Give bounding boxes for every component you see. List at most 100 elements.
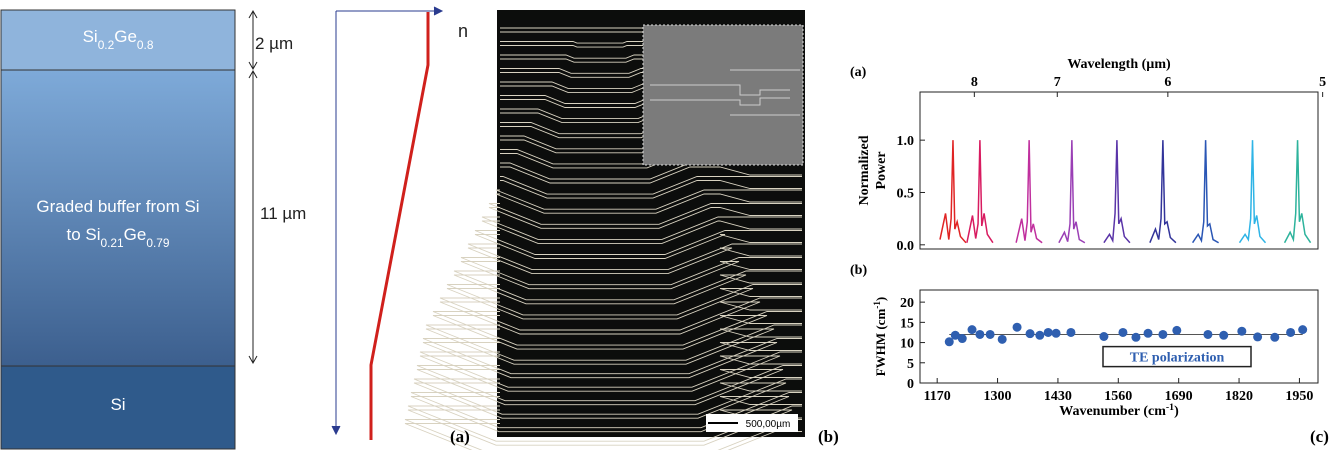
point — [1158, 329, 1168, 339]
point — [1035, 330, 1045, 340]
plot-frame — [919, 91, 1319, 250]
waveguide — [446, 284, 802, 316]
waveguide — [467, 243, 802, 271]
point — [1066, 327, 1076, 337]
point — [1143, 328, 1153, 338]
point — [1131, 332, 1141, 342]
layer-label: Si — [110, 395, 125, 414]
point — [957, 334, 967, 344]
waveguide — [467, 247, 802, 275]
waveguide — [481, 216, 802, 240]
y-tick-label: 15 — [900, 316, 914, 331]
x-tick-label: 1430 — [1044, 389, 1072, 404]
annotation: TE polarization — [1130, 351, 1225, 366]
point — [1298, 325, 1308, 335]
point — [1118, 327, 1128, 337]
point — [985, 329, 995, 339]
waveguide — [500, 180, 802, 199]
point — [1286, 327, 1296, 337]
annotation-box — [1102, 345, 1252, 368]
waveguide — [460, 257, 802, 286]
layer-label: to Si0.21Ge0.79 — [66, 225, 169, 250]
thickness-label: 11 µm — [260, 204, 306, 223]
panel-label: (c) — [1310, 427, 1329, 446]
point — [975, 329, 985, 339]
waveguide — [446, 288, 802, 320]
y-axis-label: Power — [874, 151, 889, 189]
waveguide — [416, 365, 802, 402]
point — [944, 337, 954, 347]
point — [950, 330, 960, 340]
waveguide — [432, 311, 802, 346]
spectrum — [966, 140, 994, 244]
x-tick-label: 1300 — [984, 389, 1012, 404]
waveguide — [425, 324, 802, 361]
spectrum — [1191, 140, 1219, 244]
point — [1043, 327, 1053, 337]
waveguide — [495, 189, 802, 210]
panel-label: (a) — [450, 427, 470, 446]
point — [1051, 328, 1061, 338]
y-tick-label: 0.0 — [897, 239, 915, 254]
plot-frame — [919, 289, 1319, 384]
y-tick-label: 10 — [900, 337, 914, 352]
waveguide — [432, 315, 802, 350]
text-part: Si — [110, 395, 125, 414]
x2-axis-label: Wavelength (µm) — [1067, 57, 1171, 72]
text-part: to Si — [66, 225, 100, 244]
layer-graded — [0, 69, 236, 367]
x-tick-label: 1950 — [1285, 389, 1313, 404]
text-part: -1 — [872, 301, 882, 309]
text-part: 0.8 — [137, 38, 154, 52]
spectrum — [939, 140, 967, 244]
waveguide — [488, 203, 802, 225]
text-part: Si — [83, 27, 98, 46]
waveguide — [495, 193, 802, 214]
y-tick-label: 0 — [907, 377, 914, 392]
text-part: Ge — [114, 27, 137, 46]
waveguide — [500, 176, 802, 195]
index-axes — [331, 6, 444, 436]
point — [1172, 325, 1182, 335]
spectrum — [1149, 140, 1177, 244]
layer-label: Si0.2Ge0.8 — [83, 27, 154, 52]
text-part: Wavenumber (cm — [1059, 404, 1166, 419]
point — [1219, 330, 1229, 340]
index-profile — [369, 12, 430, 440]
spectrum — [1015, 140, 1043, 244]
y-tick-label: 0.5 — [897, 186, 915, 201]
text-part: 0.21 — [101, 236, 125, 250]
text-part: 0.2 — [98, 38, 115, 52]
text-part: 0.79 — [146, 236, 170, 250]
spectrum — [1283, 140, 1312, 244]
waveguide — [439, 301, 802, 335]
waveguide — [481, 220, 802, 244]
dimension-arrows — [248, 9, 258, 365]
y-tick-label: 5 — [907, 357, 914, 372]
waveguide — [460, 261, 802, 290]
waveguide — [439, 297, 802, 331]
point — [967, 325, 977, 335]
waveguide — [488, 207, 802, 229]
spectrum — [1238, 140, 1267, 244]
waveguide — [453, 270, 802, 301]
x-axis-label: Wavenumber (cm-1) — [1059, 402, 1179, 420]
waveguide — [410, 392, 802, 429]
x-tick-label: 1690 — [1165, 389, 1193, 404]
layer-si — [0, 365, 236, 450]
panel-label: (b) — [818, 427, 839, 446]
text-part: FWHM (cm — [873, 309, 888, 377]
waveguide — [419, 351, 802, 388]
inset-structure — [650, 69, 800, 116]
layer-top — [0, 9, 236, 71]
text-part: Graded buffer from Si — [36, 197, 199, 216]
waveguide — [416, 369, 802, 406]
x-tick-label: 1820 — [1225, 389, 1253, 404]
spectrum — [1058, 140, 1086, 244]
text-part: Ge — [124, 225, 147, 244]
text-part: -1 — [1166, 402, 1174, 413]
waveguide — [425, 328, 802, 365]
thickness-label: 2 µm — [255, 34, 293, 53]
x2-tick-label: 5 — [1319, 75, 1326, 90]
